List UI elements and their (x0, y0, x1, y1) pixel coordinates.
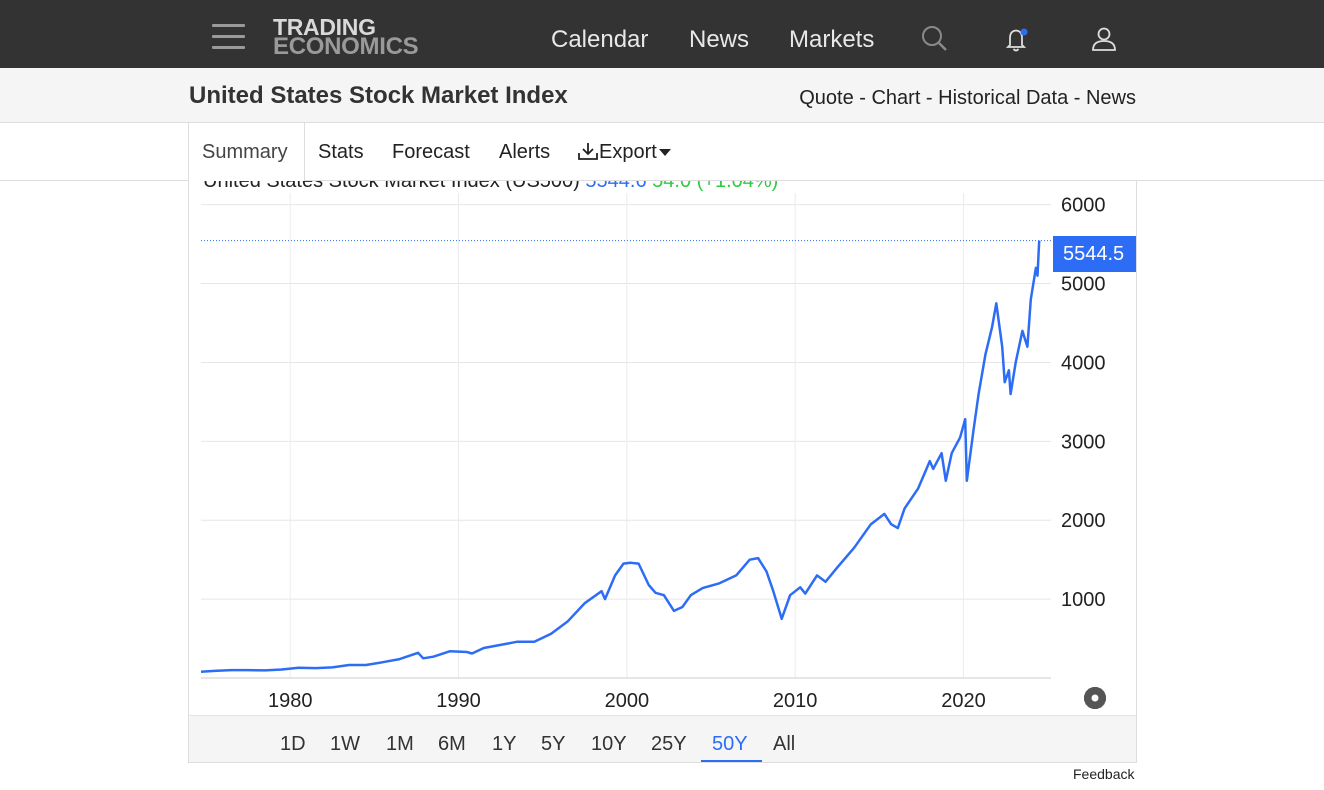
nav-calendar-link[interactable]: Calendar (551, 26, 649, 53)
tab-stats[interactable]: Stats (318, 141, 364, 163)
quick-link-quote[interactable]: Quote (799, 87, 854, 109)
tab-forecast[interactable]: Forecast (392, 141, 470, 163)
range-25y-button[interactable]: 25Y (651, 733, 687, 755)
logo-line-1: TRADING (273, 14, 376, 40)
tabs-bar: Summary Stats Forecast Alerts Export (0, 123, 1324, 181)
menu-icon[interactable] (212, 24, 245, 50)
notification-dot (1020, 28, 1028, 36)
active-tab-frame (188, 123, 305, 181)
series-line (200, 240, 1041, 673)
download-icon (578, 143, 598, 160)
range-10y-button[interactable]: 10Y (591, 733, 627, 755)
legend-value: 5544.6 (585, 181, 647, 192)
quick-links: Quote - Chart - Historical Data - News (799, 87, 1136, 110)
page-title: United States Stock Market Index (189, 82, 568, 109)
quick-link-chart[interactable]: Chart (871, 87, 921, 109)
range-5y-button[interactable]: 5Y (541, 733, 566, 755)
separator: - (1068, 87, 1086, 109)
nav-news-link[interactable]: News (689, 26, 750, 53)
tab-summary[interactable]: Summary (202, 141, 288, 163)
top-navbar: TRADING ECONOMICS Calendar News Markets (0, 0, 1324, 68)
quick-link-news[interactable]: News (1085, 87, 1136, 109)
tab-export[interactable]: Export (577, 141, 671, 164)
quick-link-historical-data[interactable]: Historical Data (938, 87, 1069, 109)
title-bar: United States Stock Market Index Quote -… (0, 68, 1324, 123)
range-1m-button[interactable]: 1M (386, 733, 414, 755)
price-chart[interactable]: 1000 2000 3000 4000 5000 6000 1980 1990 2000 2010… (189, 181, 1137, 715)
site-logo[interactable]: TRADING ECONOMICS (273, 14, 419, 60)
nav-markets-link[interactable]: Markets (789, 26, 875, 53)
range-selector: 1D 1W 1M 6M 1Y 5Y 10Y 25Y 50Y All (189, 715, 1136, 762)
bell-icon[interactable] (1002, 24, 1032, 54)
tab-alerts[interactable]: Alerts (499, 141, 551, 163)
range-all-button[interactable]: All (773, 733, 796, 755)
feedback-link[interactable]: Feedback (1073, 766, 1135, 782)
y-tick-label: 3000 (1061, 431, 1106, 453)
range-50y-button[interactable]: 50Y (712, 733, 748, 755)
user-icon[interactable] (1089, 24, 1119, 54)
x-tick-label: 1980 (268, 690, 313, 712)
range-6m-button[interactable]: 6M (438, 733, 466, 755)
y-tick-label: 5000 (1061, 274, 1106, 296)
gear-icon[interactable] (1083, 686, 1107, 710)
active-range-underline (701, 760, 762, 762)
range-1y-button[interactable]: 1Y (492, 733, 517, 755)
y-tick-label: 2000 (1061, 510, 1106, 532)
y-tick-label: 4000 (1061, 352, 1106, 374)
legend-series-name: United States Stock Market Index (US500) (203, 181, 580, 192)
range-1d-button[interactable]: 1D (280, 733, 306, 755)
legend-change: 54.0 (+1.04%) (652, 181, 779, 192)
export-label: Export (599, 141, 657, 163)
x-tick-label: 2020 (941, 690, 986, 712)
separator: - (853, 87, 872, 109)
last-price-tag: 5544.5 (1053, 236, 1136, 272)
x-tick-label: 2010 (773, 690, 818, 712)
y-tick-label: 1000 (1061, 589, 1106, 611)
x-tick-label: 1990 (436, 690, 481, 712)
range-1w-button[interactable]: 1W (330, 733, 360, 755)
x-tick-label: 2000 (605, 690, 650, 712)
y-tick-label: 6000 (1061, 195, 1106, 217)
chart-legend: United States Stock Market Index (US500)… (203, 181, 778, 193)
logo-line-2: ECONOMICS (273, 33, 419, 60)
chevron-down-icon (658, 149, 671, 157)
separator: - (920, 87, 939, 109)
chart-container: 1000 2000 3000 4000 5000 6000 1980 1990 2000 2010… (188, 181, 1137, 763)
search-icon[interactable] (920, 24, 950, 54)
